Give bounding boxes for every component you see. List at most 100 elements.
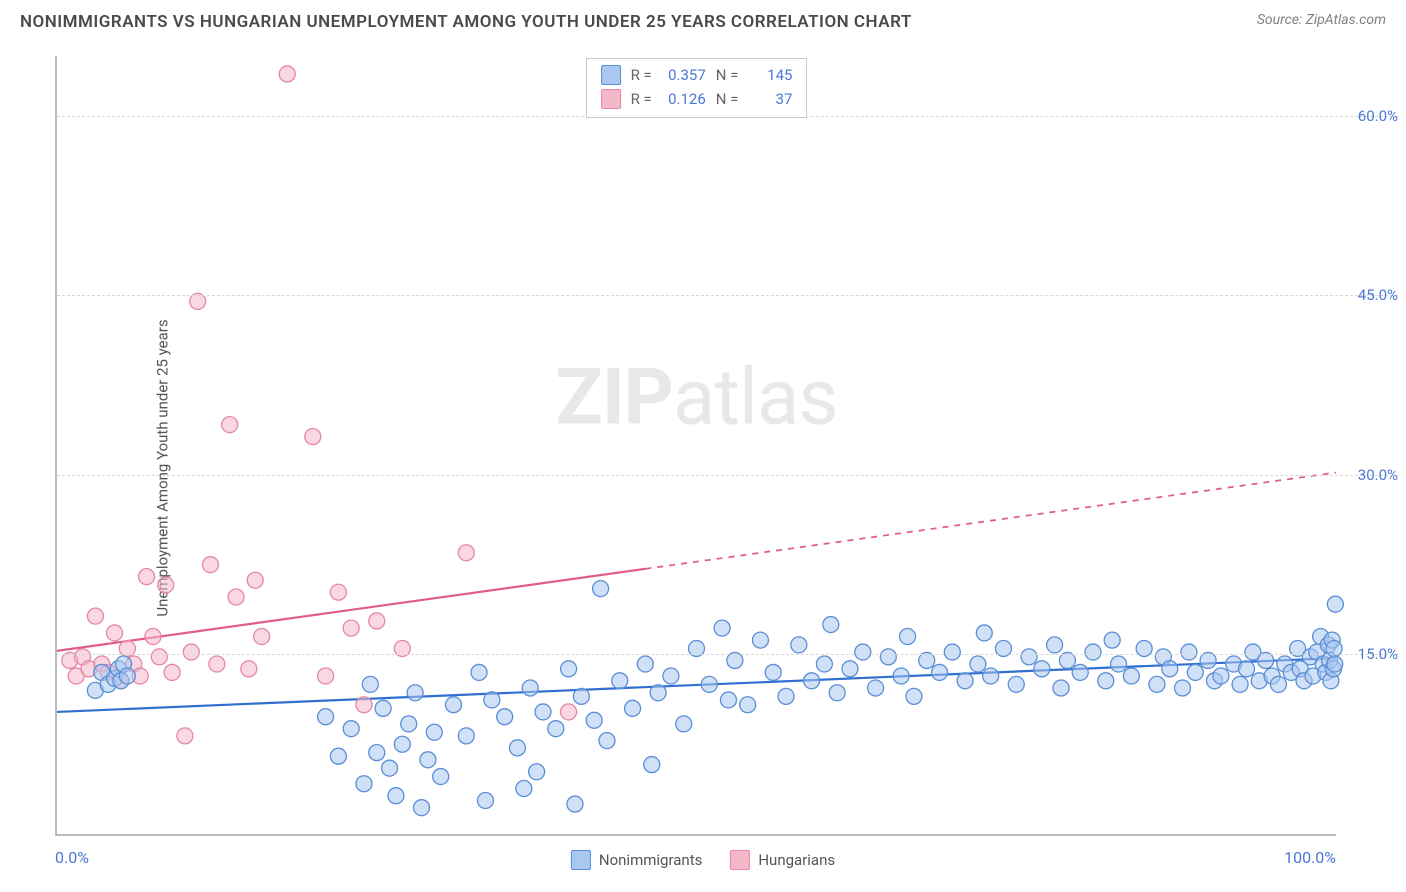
data-point [471,664,487,680]
swatch-hungarians-icon [601,89,621,109]
data-point [362,676,378,692]
y-tick-label: 30.0% [1342,466,1398,484]
data-point [247,572,263,588]
data-point [561,661,577,677]
y-tick-label: 60.0% [1342,107,1398,125]
r-value-nonimmigrants: 0.357 [662,63,706,87]
data-point [561,704,577,720]
data-point [893,668,909,684]
legend-row-hungarians: R = 0.126 N = 37 [601,87,793,111]
data-point [1270,676,1286,692]
legend-item-hungarians: Hungarians [730,850,835,870]
data-point [1034,661,1050,677]
r-label: R = [631,63,652,87]
data-point [548,721,564,737]
data-point [254,629,270,645]
n-label: N = [716,87,739,111]
swatch-nonimmigrants-icon [601,65,621,85]
x-tick-min: 0.0% [55,848,89,867]
data-point [906,688,922,704]
data-point [1085,644,1101,660]
plot-area: ZIPatlas R = 0.357 N = 145 R = 0.126 N =… [55,56,1336,836]
data-point [369,745,385,761]
data-point [1104,632,1120,648]
gridline [57,654,1398,655]
data-point [279,66,295,82]
data-point [318,709,334,725]
data-point [701,676,717,692]
data-point [222,417,238,433]
r-value-hungarians: 0.126 [662,87,706,111]
data-point [1181,644,1197,660]
legend-item-nonimmigrants: Nonimmigrants [571,850,702,870]
data-point [164,664,180,680]
data-point [209,656,225,672]
data-point [970,656,986,672]
data-point [567,796,583,812]
data-point [318,668,334,684]
source-label: Source: ZipAtlas.com [1257,12,1386,28]
data-point [516,781,532,797]
data-point [829,685,845,701]
data-point [202,557,218,573]
data-point [107,625,123,641]
data-point [765,664,781,680]
data-point [119,668,135,684]
data-point [791,637,807,653]
n-value-hungarians: 37 [748,87,792,111]
data-point [612,673,628,689]
x-tick-max: 100.0% [1284,848,1336,867]
data-point [957,673,973,689]
data-point [804,673,820,689]
data-point [241,661,257,677]
data-point [823,617,839,633]
data-point [1149,676,1165,692]
data-point [593,581,609,597]
data-point [420,752,436,768]
data-point [458,545,474,561]
data-point [1111,656,1127,672]
data-point [676,716,692,732]
data-point [625,700,641,716]
data-point [177,728,193,744]
data-point [983,668,999,684]
data-point [158,577,174,593]
data-point [1123,668,1139,684]
data-point [477,792,493,808]
swatch-hungarians-icon [730,850,750,870]
data-point [1213,668,1229,684]
data-point [433,769,449,785]
data-point [650,685,666,701]
data-point [356,697,372,713]
legend-label-nonimmigrants: Nonimmigrants [599,851,702,869]
data-point [1098,673,1114,689]
data-point [414,800,430,816]
data-point [1053,680,1069,696]
data-point [1008,676,1024,692]
data-point [1187,664,1203,680]
gridline [57,295,1398,296]
data-point [305,429,321,445]
data-point [228,589,244,605]
data-point [87,608,103,624]
data-point [522,680,538,696]
data-point [139,569,155,585]
data-point [529,764,545,780]
y-tick-label: 15.0% [1342,645,1398,663]
data-point [375,700,391,716]
n-label: N = [716,63,739,87]
data-point [900,629,916,645]
data-point [151,649,167,665]
data-point [816,656,832,672]
swatch-nonimmigrants-icon [571,850,591,870]
data-point [330,584,346,600]
data-point [740,697,756,713]
data-point [868,680,884,696]
data-point [976,625,992,641]
data-point [1238,661,1254,677]
data-point [644,757,660,773]
data-point [1047,637,1063,653]
data-point [1232,676,1248,692]
data-point [1021,649,1037,665]
data-point [1327,596,1343,612]
